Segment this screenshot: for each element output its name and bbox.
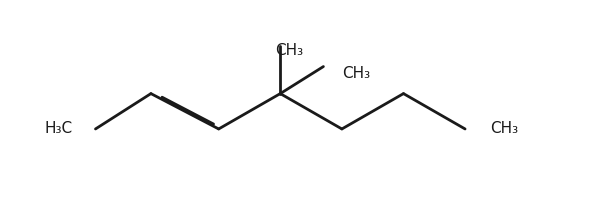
Text: CH₃: CH₃ xyxy=(490,121,518,136)
Text: H₃C: H₃C xyxy=(44,121,73,136)
Text: CH₃: CH₃ xyxy=(342,66,370,80)
Text: CH₃: CH₃ xyxy=(275,43,304,58)
